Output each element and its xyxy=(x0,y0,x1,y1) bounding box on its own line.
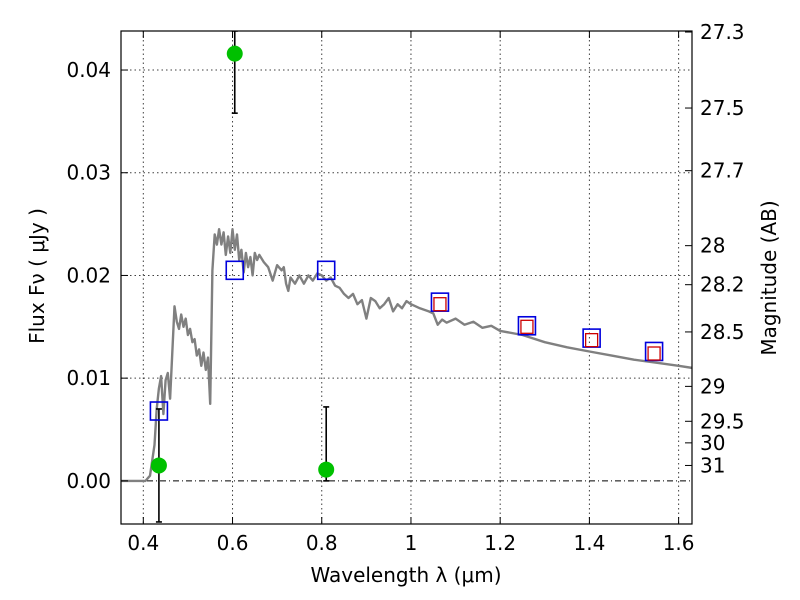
observed-point xyxy=(150,457,167,474)
observed-point xyxy=(318,461,335,478)
x-tick-label: 0.4 xyxy=(127,531,159,555)
model-photometry-square xyxy=(149,401,169,421)
plot-area xyxy=(121,31,692,523)
y-tick-label: 0.00 xyxy=(66,469,111,493)
observed-point xyxy=(226,45,243,62)
y2-tick-label: 27.7 xyxy=(700,159,745,183)
y-tick-label: 0.02 xyxy=(66,263,111,287)
y-axis-ticks: 0.00 0.01 0.02 0.03 0.04 xyxy=(66,58,128,493)
x-tick-label: 1 xyxy=(405,531,418,555)
grid-lines xyxy=(121,31,692,524)
x-tick-label: 1.2 xyxy=(484,531,516,555)
y-tick-label: 0.03 xyxy=(66,161,111,185)
model-photometry-inner-square xyxy=(584,333,599,348)
y-tick-label: 0.01 xyxy=(66,366,111,390)
y-tick-label: 0.04 xyxy=(66,58,111,82)
y2-tick-label: 31 xyxy=(700,453,725,477)
x-axis-label: Wavelength λ (μm) xyxy=(310,563,501,587)
plot-frame xyxy=(120,30,693,525)
x-tick-label: 1.6 xyxy=(663,531,695,555)
y2-tick-label: 30 xyxy=(700,431,725,455)
x-axis-ticks: 0.4 0.6 0.8 1 1.2 1.4 1.6 xyxy=(127,31,695,555)
x-tick-label: 0.6 xyxy=(217,531,249,555)
model-photometry-square xyxy=(225,260,245,281)
y2-axis-label: Magnitude (AB) xyxy=(757,200,781,355)
y2-tick-label: 29.5 xyxy=(700,409,745,433)
y2-tick-label: 29 xyxy=(700,374,725,398)
sed-model-line xyxy=(121,228,692,483)
y2-tick-label: 27.5 xyxy=(700,96,745,120)
x-tick-label: 1.4 xyxy=(573,531,605,555)
y2-tick-label: 27.3 xyxy=(700,20,745,44)
plot-content xyxy=(121,31,692,523)
model-photometry-inner-square xyxy=(647,346,661,361)
model-photometry-square xyxy=(316,260,336,281)
y2-tick-label: 28.2 xyxy=(700,273,745,297)
y2-tick-label: 28.5 xyxy=(700,320,745,344)
y-axis-label: Flux Fν ( μJy ) xyxy=(25,208,49,344)
model-photometry-inner-square xyxy=(520,319,534,334)
model-photometry-inner-square xyxy=(433,297,447,312)
model-photometry-square xyxy=(517,315,537,336)
x-tick-label: 0.8 xyxy=(306,531,338,555)
y2-tick-label: 28 xyxy=(700,234,725,258)
